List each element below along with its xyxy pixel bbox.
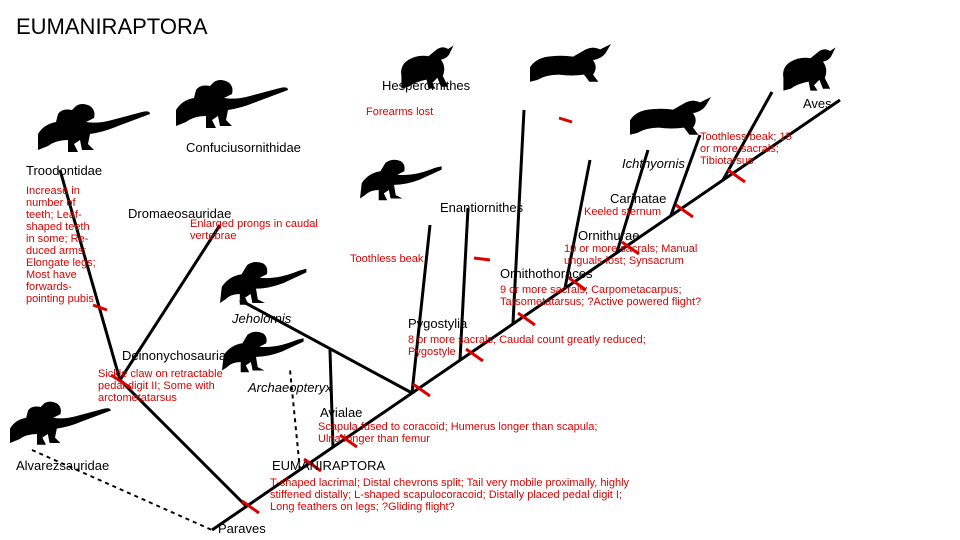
taxon-label: Avialae (320, 405, 362, 420)
taxon-label: Alvarezsauridae (16, 458, 109, 473)
taxon-label: Dromaeosauridae (128, 206, 231, 221)
taxon-label: Confuciusornithidae (186, 140, 301, 155)
taxon-label: Carinatae (610, 191, 666, 206)
synapomorphy-hesperornithes: Forearms lost (366, 106, 433, 118)
synapomorphy-aves: Toothless beak; 15or more sacrals;Tibiot… (700, 131, 792, 167)
taxon-label: Enantiornithes (440, 200, 524, 215)
synapomorphy-ornithothoraces: 9 or more sacrals; Carpometacarpus;Tarso… (500, 284, 701, 308)
alvarezsaurid-silhouette-icon (10, 402, 111, 445)
taxon-label: Paraves (218, 521, 266, 536)
hesperornithine-silhouette-icon (530, 44, 611, 82)
synapomorphy-tick (559, 118, 572, 122)
aves-silhouette-icon (783, 47, 836, 90)
taxon-label: Ornithothoraces (500, 266, 593, 281)
taxon-label: Pygostylia (408, 316, 468, 331)
taxon-label: Jeholornis (231, 311, 292, 326)
synapomorphy-dromaeosauridae: Enlarged prongs in caudalvertebrae (190, 218, 318, 242)
branch (671, 135, 700, 215)
synapomorphy-deinonychosauria: Sickle claw on retractablepedal digit II… (98, 368, 223, 404)
archaeopteryx-silhouette-icon (222, 332, 304, 372)
synapomorphy-pygostylia: 8 or more sacrals; Caudal count greatly … (408, 334, 646, 358)
taxon-label: Ichthyornis (622, 156, 685, 171)
taxon-label: Aves (803, 96, 832, 111)
diagram-title: EUMANIRAPTORA (16, 14, 208, 39)
synapomorphy-avialae: Scapula fused to coracoid; Humerus longe… (318, 421, 597, 445)
synapomorphy-enantiornithes: Toothless beak (350, 253, 424, 265)
branch (412, 225, 430, 393)
ichthyornis-silhouette-icon (630, 97, 711, 135)
synapomorphy-tick (474, 258, 490, 260)
troodontid-silhouette-icon (38, 104, 150, 152)
dromaeosaurid-silhouette-icon (176, 80, 288, 128)
taxon-label: EUMANIRAPTORA (272, 458, 385, 473)
cladogram-canvas: EUMANIRAPTORA Increase innumber ofteeth;… (0, 0, 960, 540)
taxon-label: Deinonychosauria (122, 348, 227, 363)
synapomorphy-ornithurae: 10 or more sacrals; Manualunguals lost; … (564, 243, 697, 267)
synapomorphy-carinatae: Keeled sternum (584, 206, 661, 218)
synapomorphy-troodontidae: Increase innumber ofteeth; Leaf-shaped t… (26, 185, 96, 305)
synapomorphy-paraves: T-shaped lacrimal; Distal chevrons split… (270, 477, 630, 513)
confuciusornithid-silhouette-icon (360, 160, 442, 200)
taxon-label: Hesperornithes (382, 78, 471, 93)
taxon-label: Troodontidae (26, 163, 102, 178)
taxon-label: Archaeopteryx (247, 380, 332, 395)
jeholornis-silhouette-icon (220, 262, 306, 305)
taxon-label: Ornithurae (578, 228, 639, 243)
